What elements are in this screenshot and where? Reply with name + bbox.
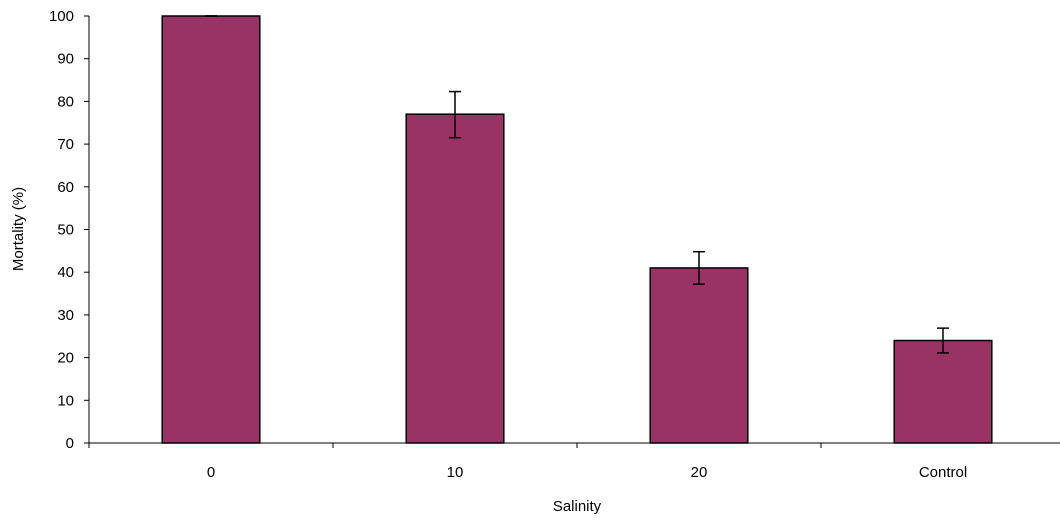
bar	[649, 267, 749, 444]
bar	[893, 339, 993, 444]
x-tick-label: 10	[447, 464, 464, 481]
x-ticks-group: 0 10 20 Control	[88, 443, 967, 481]
y-tick-label: 40	[57, 264, 74, 281]
y-axis-title: Mortality (%)	[10, 187, 27, 271]
bar	[161, 15, 261, 444]
y-tick-label: 50	[57, 222, 74, 239]
y-tick-label: 0	[66, 435, 74, 452]
x-tick-label: 20	[691, 464, 708, 481]
y-tick-label: 70	[57, 136, 74, 153]
x-tick-label: Control	[919, 464, 967, 481]
y-tick-label: 80	[57, 93, 74, 110]
bars-group	[161, 15, 993, 444]
y-tick-label: 10	[57, 392, 74, 409]
error-bars-group	[205, 15, 949, 354]
x-axis-title: Salinity	[553, 498, 602, 515]
y-ticks-group: 0 10 20 30 40 50 60 70 80 90 100	[49, 8, 89, 452]
y-tick-label: 90	[57, 51, 74, 68]
y-tick-label: 100	[49, 8, 74, 25]
y-tick-label: 60	[57, 179, 74, 196]
y-tick-label: 20	[57, 350, 74, 367]
x-tick-label: 0	[207, 464, 215, 481]
bar	[405, 113, 505, 444]
y-tick-label: 30	[57, 307, 74, 324]
